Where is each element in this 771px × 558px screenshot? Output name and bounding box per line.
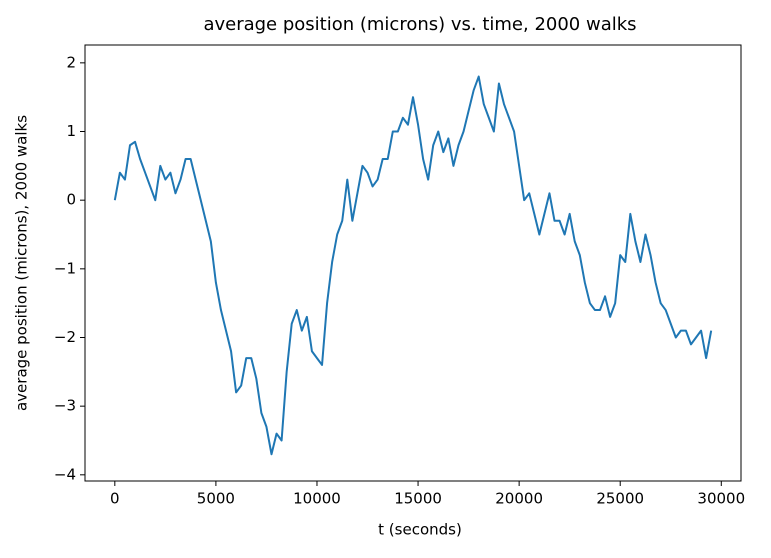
x-tick-label: 15000 xyxy=(394,490,442,508)
y-tick-label: −3 xyxy=(54,397,76,415)
x-axis-label: t (seconds) xyxy=(378,521,462,539)
x-tick-label: 25000 xyxy=(596,490,644,508)
y-tick-label: 0 xyxy=(66,191,76,209)
x-tick-label: 5000 xyxy=(197,490,235,508)
y-tick-label: 1 xyxy=(66,122,76,140)
plot-frame xyxy=(84,44,742,482)
y-axis-label: average position (microns), 2000 walks xyxy=(13,115,31,411)
x-tick-label: 20000 xyxy=(495,490,543,508)
y-tick-label: −4 xyxy=(54,465,76,483)
x-tick-label: 0 xyxy=(110,490,120,508)
line xyxy=(113,75,713,456)
x-tick-label: 10000 xyxy=(293,490,341,508)
y-tick-label: 2 xyxy=(66,53,76,71)
y-tick-label: −2 xyxy=(54,328,76,346)
y-tick-label: −1 xyxy=(54,259,76,277)
x-tick-label: 30000 xyxy=(697,490,745,508)
chart-title: average position (microns) vs. time, 200… xyxy=(203,14,636,35)
